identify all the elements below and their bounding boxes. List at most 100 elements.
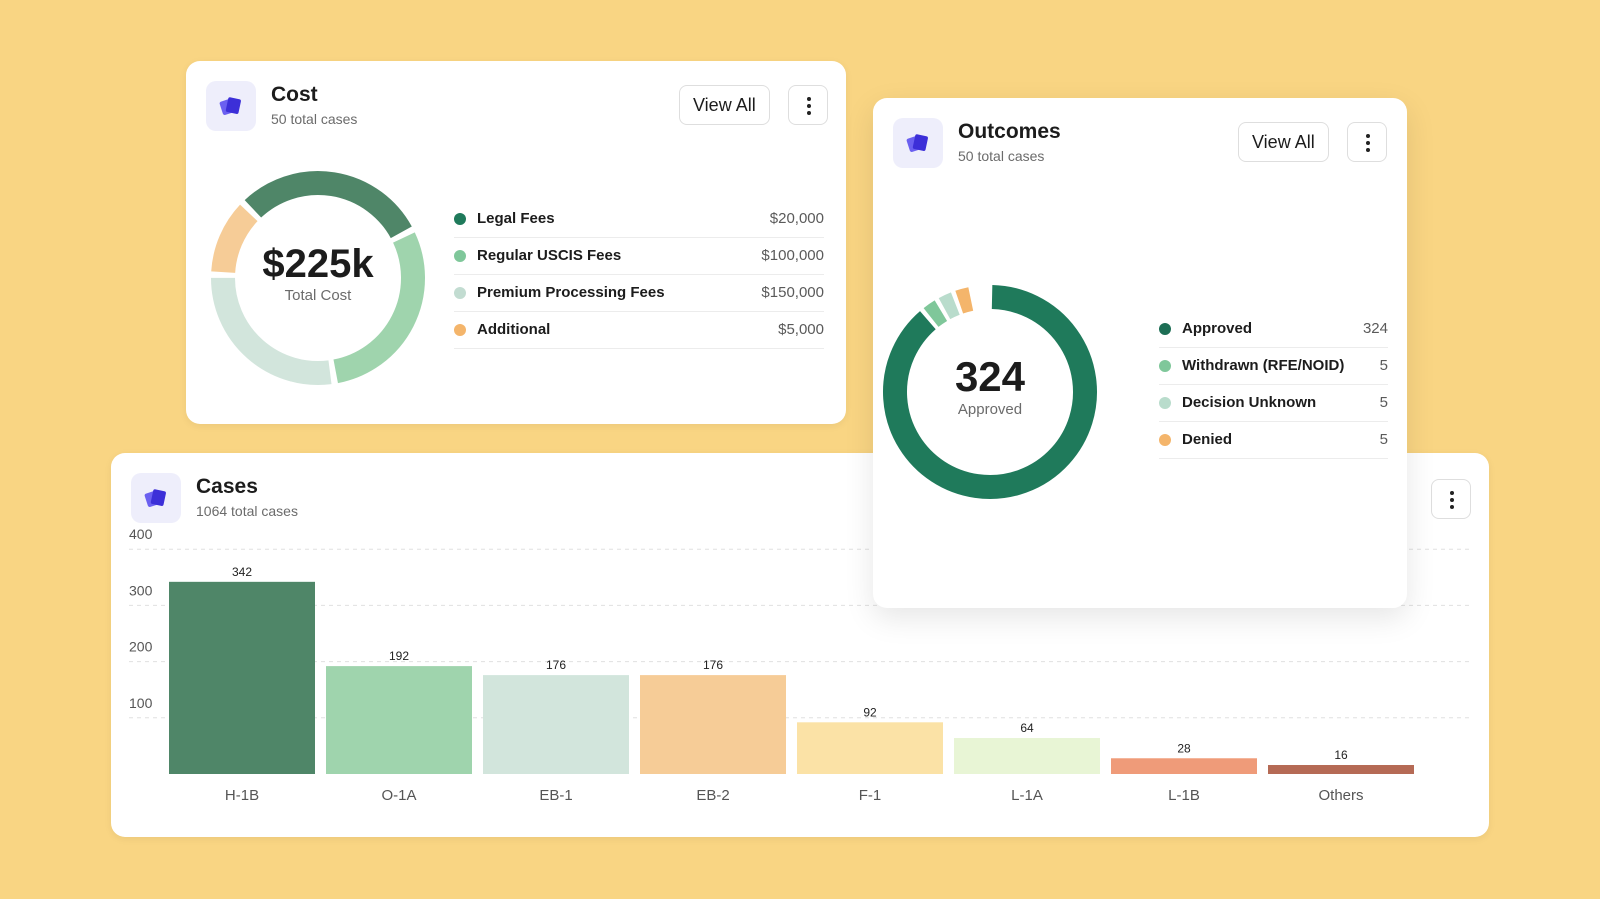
- y-tick-label: 200: [129, 639, 153, 655]
- cost-view-all-button[interactable]: View All: [679, 85, 770, 125]
- cost-total-label: Total Cost: [284, 287, 352, 304]
- donut-segment: [955, 287, 974, 314]
- legend-label: Denied: [1182, 431, 1233, 448]
- outcomes-title: Outcomes: [958, 120, 1061, 143]
- x-category-label: L-1A: [1011, 787, 1043, 804]
- legend-label: Decision Unknown: [1182, 394, 1317, 411]
- legend-row: Regular USCIS Fees $100,000: [454, 238, 824, 275]
- cost-logo: [206, 81, 256, 131]
- legend-dot: [454, 324, 466, 336]
- bar-value-label: 28: [1177, 741, 1191, 755]
- cost-title: Cost: [271, 83, 318, 106]
- bar-value-label: 176: [546, 658, 566, 672]
- legend-value: 5: [1379, 357, 1388, 374]
- legend-dot: [454, 213, 466, 225]
- legend-label: Legal Fees: [477, 210, 555, 227]
- legend-value: 324: [1362, 320, 1388, 337]
- outcomes-subtitle: 50 total cases: [958, 148, 1045, 164]
- bar: [797, 722, 943, 774]
- outcomes-legend: Approved 324 Withdrawn (RFE/NOID) 5 Deci…: [1159, 311, 1388, 459]
- outcomes-donut-chart: [883, 285, 1097, 499]
- legend-dot: [454, 250, 466, 262]
- legend-value: 5: [1379, 394, 1388, 411]
- bar: [326, 666, 472, 774]
- donut-segment: [333, 232, 425, 384]
- donut-segment: [210, 277, 332, 385]
- donut-segment: [244, 171, 412, 239]
- cases-card: Cases 1064 total cases 100 200 300 400 342 H-…: [111, 453, 1489, 837]
- x-category-label: EB-2: [696, 787, 729, 804]
- legend-value: $100,000: [761, 247, 824, 264]
- bar: [169, 581, 315, 774]
- bar-value-label: 176: [703, 658, 723, 672]
- legend-row: Premium Processing Fees $150,000: [454, 275, 824, 312]
- vertical-dots-icon: [807, 97, 811, 118]
- bar-value-label: 64: [1020, 721, 1034, 735]
- cost-subtitle: 50 total cases: [271, 111, 358, 127]
- cases-more-button[interactable]: [1431, 479, 1471, 519]
- cases-app-icon: [219, 97, 241, 115]
- legend-dot: [454, 287, 466, 299]
- outcomes-more-button[interactable]: [1347, 122, 1387, 162]
- cases-app-icon: [906, 134, 928, 152]
- legend-dot: [1159, 397, 1171, 409]
- legend-value: $20,000: [769, 210, 824, 227]
- legend-row: Legal Fees $20,000: [454, 201, 824, 238]
- donut-segment: [211, 204, 258, 274]
- outcomes-approved-label: Approved: [957, 401, 1023, 418]
- cost-card: Cost 50 total cases View All $225k Total…: [186, 61, 846, 424]
- legend-dot: [1159, 323, 1171, 335]
- y-tick-label: 100: [129, 695, 153, 711]
- x-category-label: H-1B: [225, 787, 259, 804]
- cases-subtitle: 1064 total cases: [196, 503, 298, 519]
- legend-row: Additional $5,000: [454, 312, 824, 349]
- cases-logo: [131, 473, 181, 523]
- outcomes-view-all-button[interactable]: View All: [1238, 122, 1329, 162]
- legend-label: Withdrawn (RFE/NOID): [1182, 357, 1345, 374]
- bar-value-label: 92: [863, 705, 877, 719]
- cases-title: Cases: [196, 475, 258, 498]
- bar: [640, 675, 786, 774]
- donut-segment: [938, 292, 960, 320]
- outcomes-logo: [893, 118, 943, 168]
- legend-row: Approved 324: [1159, 311, 1388, 348]
- x-category-label: Others: [1318, 787, 1363, 804]
- outcomes-card: Outcomes 50 total cases View All 324 App…: [873, 98, 1407, 608]
- cases-bar-chart: 100 200 300 400 342 H-1B 192 O-1A 176 EB-1 176 EB-2…: [129, 526, 1469, 804]
- legend-dot: [1159, 434, 1171, 446]
- cost-total-value: $225k: [262, 242, 374, 286]
- cost-more-button[interactable]: [788, 85, 828, 125]
- legend-value: $5,000: [778, 321, 824, 338]
- bar: [954, 738, 1100, 774]
- bar: [1268, 765, 1414, 774]
- x-category-label: EB-1: [539, 787, 572, 804]
- bar-value-label: 16: [1334, 748, 1348, 762]
- bar-value-label: 192: [389, 649, 409, 663]
- y-tick-label: 300: [129, 582, 153, 598]
- x-category-label: L-1B: [1168, 787, 1200, 804]
- cost-donut-chart: [210, 171, 425, 385]
- cases-app-icon: [144, 489, 166, 507]
- donut-segment: [883, 285, 1097, 499]
- legend-value: $150,000: [761, 284, 824, 301]
- outcomes-approved-value: 324: [954, 353, 1026, 400]
- legend-value: 5: [1379, 431, 1388, 448]
- outcomes-donut-center: 324 Approved: [910, 353, 1070, 418]
- bar: [483, 675, 629, 774]
- bar-value-label: 342: [232, 565, 252, 579]
- donut-segment: [923, 300, 948, 328]
- legend-label: Premium Processing Fees: [477, 284, 665, 301]
- legend-row: Withdrawn (RFE/NOID) 5: [1159, 348, 1388, 385]
- x-category-label: O-1A: [381, 787, 416, 804]
- bar: [1111, 758, 1257, 774]
- x-category-label: F-1: [859, 787, 882, 804]
- legend-dot: [1159, 360, 1171, 372]
- legend-row: Denied 5: [1159, 422, 1388, 459]
- cost-legend: Legal Fees $20,000 Regular USCIS Fees $1…: [454, 201, 824, 349]
- legend-label: Regular USCIS Fees: [477, 247, 622, 264]
- cost-donut-center: $225k Total Cost: [238, 241, 398, 304]
- vertical-dots-icon: [1450, 491, 1454, 512]
- legend-row: Decision Unknown 5: [1159, 385, 1388, 422]
- legend-label: Approved: [1182, 320, 1253, 337]
- legend-label: Additional: [477, 321, 551, 338]
